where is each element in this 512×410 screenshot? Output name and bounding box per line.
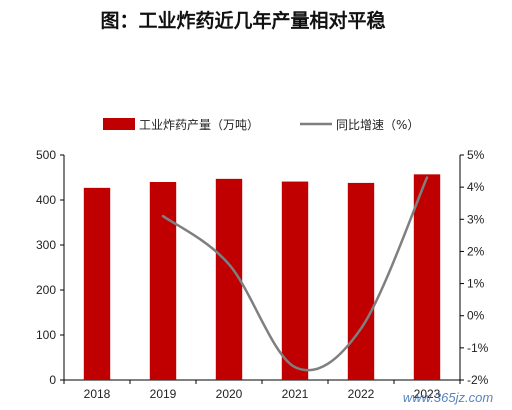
y-left-tick-label: 300 xyxy=(36,238,56,252)
x-tick-label: 2023 xyxy=(414,387,441,401)
x-tick-label: 2021 xyxy=(282,387,309,401)
bar xyxy=(281,181,309,380)
y-left-tick-label: 0 xyxy=(49,373,56,387)
bar xyxy=(215,178,243,380)
legend-label-bar: 工业炸药产量（万吨） xyxy=(139,118,259,132)
y-right-tick-label: 0% xyxy=(467,309,485,323)
y-right-tick-label: -1% xyxy=(467,341,489,355)
x-tick-label: 2019 xyxy=(150,387,177,401)
y-left-tick-label: 100 xyxy=(36,328,56,342)
growth-line xyxy=(161,176,429,372)
legend: 工业炸药产量（万吨） 同比增速（%） xyxy=(103,118,419,132)
watermark: www.365jz.com xyxy=(403,390,493,405)
bar xyxy=(149,182,177,380)
y-right-tick-label: -2% xyxy=(467,373,489,387)
bar xyxy=(413,174,441,380)
y-right-tick-label: 2% xyxy=(467,244,485,258)
x-tick-label: 2022 xyxy=(348,387,375,401)
x-tick-label: 2018 xyxy=(84,387,111,401)
y-right-tick-label: 3% xyxy=(467,212,485,226)
bar xyxy=(83,187,111,380)
legend-label-line: 同比增速（%） xyxy=(336,118,419,132)
legend-swatch-bar xyxy=(103,118,135,130)
chart-title: 图：工业炸药近几年产量相对平稳 xyxy=(100,9,385,32)
y-left-tick-label: 200 xyxy=(36,283,56,297)
bar xyxy=(347,182,375,380)
y-right-tick-label: 4% xyxy=(467,180,485,194)
axes: 0 100 200 300 400 500 -2% -1% 0% 1% 2% 3% 4% 5% 2018 20… xyxy=(36,148,489,401)
y-right-tick-label: 5% xyxy=(467,148,485,162)
y-left-tick-label: 400 xyxy=(36,193,56,207)
y-left-tick-label: 500 xyxy=(36,148,56,162)
y-right-tick-label: 1% xyxy=(467,277,485,291)
x-tick-label: 2020 xyxy=(216,387,243,401)
line-series xyxy=(161,176,429,372)
